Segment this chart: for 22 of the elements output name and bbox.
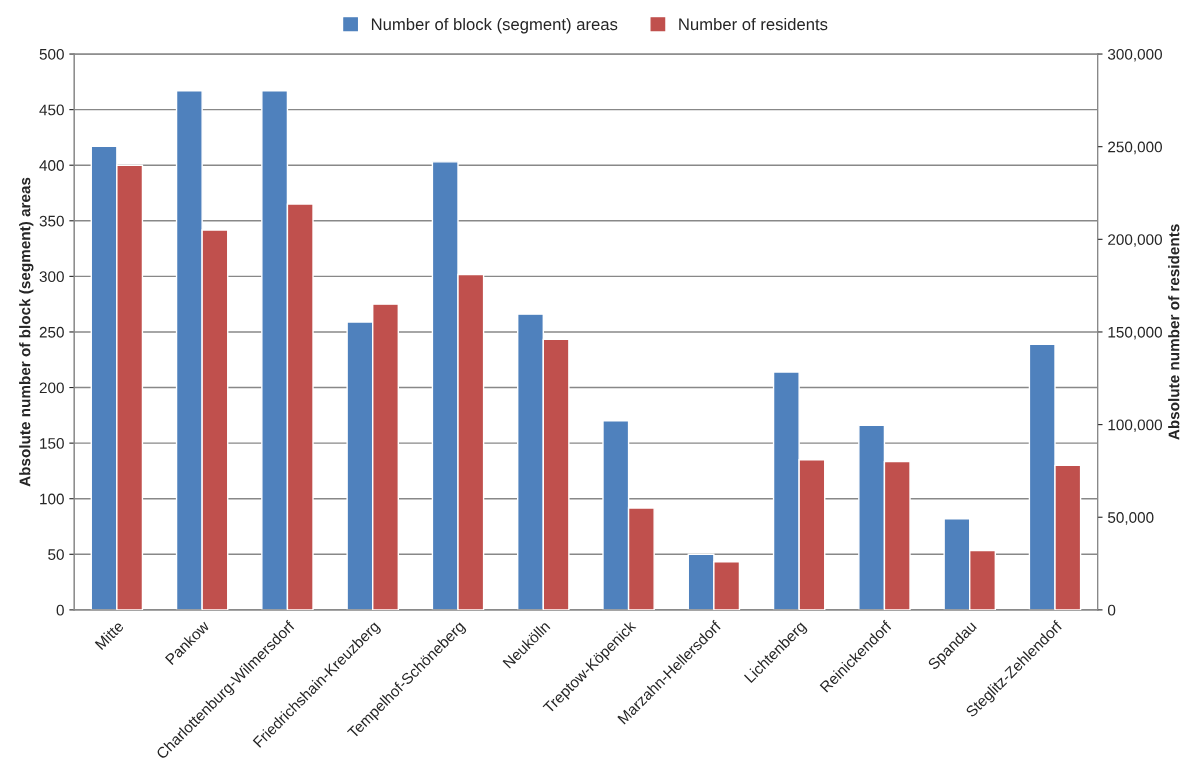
- y-tick-label: 200: [39, 382, 64, 394]
- y-tick-label: 500: [39, 48, 64, 60]
- y-tick-label: 150: [40, 438, 64, 449]
- y-tick-label: 50: [48, 549, 64, 560]
- y-axis-title: Absolute number of block (segment) areas: [19, 177, 34, 487]
- y2-tick-label: 250,000: [1108, 141, 1162, 155]
- y2-tick-label: 200,000: [1108, 234, 1162, 247]
- y-tick-label: 400: [39, 160, 64, 171]
- y2-axis-title: Absolute number of residents: [1168, 224, 1180, 440]
- y-tick-label: 0: [56, 604, 64, 616]
- y-tick-label: 350: [39, 215, 64, 227]
- y2-tick-label: 0: [1107, 604, 1116, 616]
- legend-label: Number of block (segment) areas: [371, 17, 618, 34]
- y2-tick-label: 50,000: [1107, 512, 1154, 525]
- y-tick-label: 250: [39, 326, 64, 338]
- y-tick-label: 100: [40, 493, 64, 505]
- legend-label: Number of residents: [679, 17, 828, 31]
- y-tick-label: 450: [39, 104, 64, 116]
- y2-tick-label: 150,000: [1108, 326, 1162, 340]
- y2-tick-label: 100,000: [1108, 419, 1162, 433]
- y-tick-label: 300: [39, 271, 64, 283]
- y2-tick-label: 300,000: [1107, 48, 1162, 62]
